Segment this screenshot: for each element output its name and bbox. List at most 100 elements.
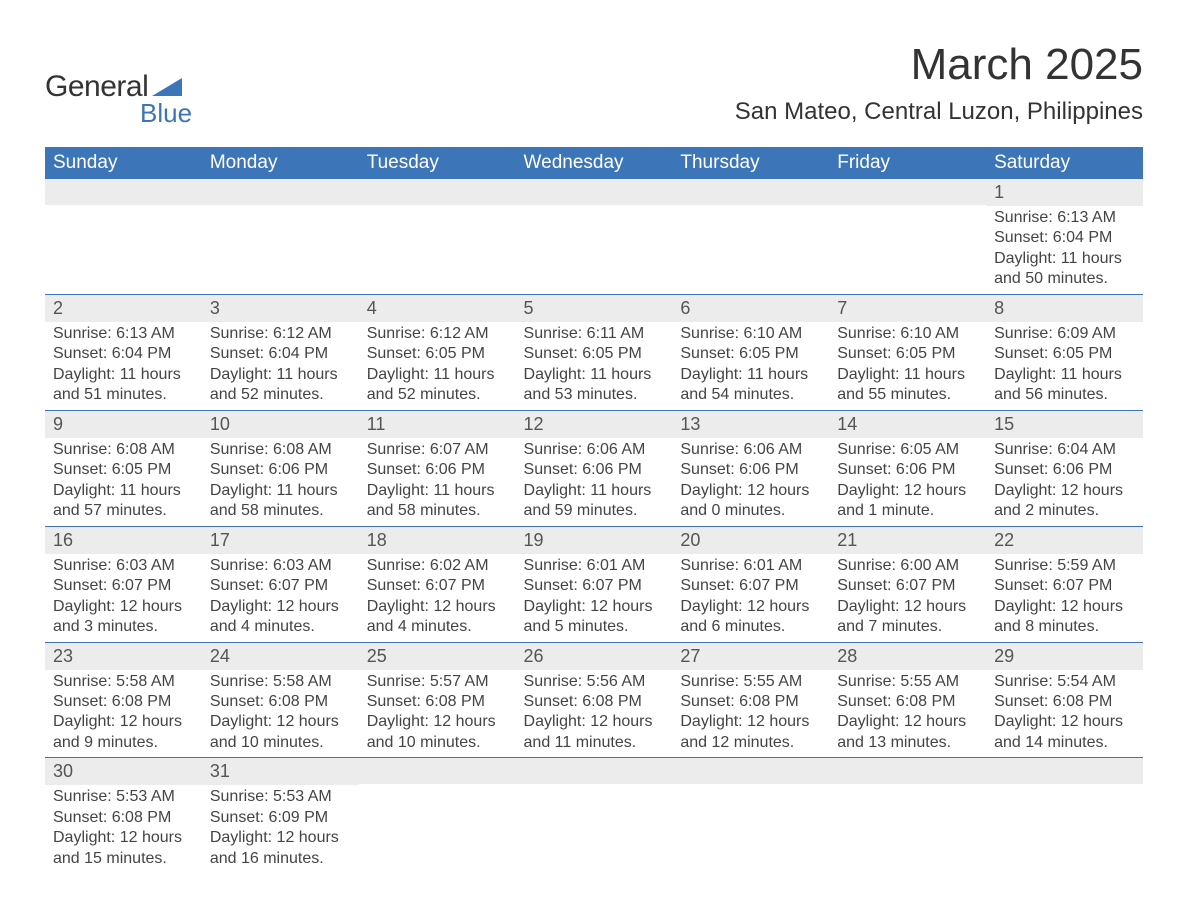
daylight-value: Daylight: 12 hours and 16 minutes. <box>210 828 351 869</box>
calendar-cell <box>829 179 986 294</box>
sunset-value: Sunset: 6:06 PM <box>837 460 978 480</box>
sunset-value: Sunset: 6:07 PM <box>680 576 821 596</box>
calendar-cell: 21Sunrise: 6:00 AMSunset: 6:07 PMDayligh… <box>829 526 986 642</box>
day-details: Sunrise: 6:00 AMSunset: 6:07 PMDaylight:… <box>829 554 986 642</box>
month-title: March 2025 <box>735 40 1143 90</box>
sunrise-value: Sunrise: 5:55 AM <box>680 672 821 692</box>
day-number: 23 <box>45 643 202 670</box>
calendar-cell: 27Sunrise: 5:55 AMSunset: 6:08 PMDayligh… <box>672 642 829 758</box>
day-number <box>672 179 829 205</box>
day-details <box>829 784 986 864</box>
sunset-value: Sunset: 6:04 PM <box>994 228 1135 248</box>
day-number: 6 <box>672 295 829 322</box>
sunrise-value: Sunrise: 6:07 AM <box>367 440 508 460</box>
day-number: 17 <box>202 527 359 554</box>
day-details <box>672 784 829 864</box>
daylight-value: Daylight: 12 hours and 9 minutes. <box>53 712 194 753</box>
calendar-cell: 11Sunrise: 6:07 AMSunset: 6:06 PMDayligh… <box>359 410 516 526</box>
calendar-cell: 2Sunrise: 6:13 AMSunset: 6:04 PMDaylight… <box>45 294 202 410</box>
sunrise-value: Sunrise: 6:04 AM <box>994 440 1135 460</box>
calendar-cell: 24Sunrise: 5:58 AMSunset: 6:08 PMDayligh… <box>202 642 359 758</box>
col-monday: Monday <box>202 147 359 179</box>
sunrise-value: Sunrise: 6:00 AM <box>837 556 978 576</box>
daylight-value: Daylight: 12 hours and 12 minutes. <box>680 712 821 753</box>
sunrise-value: Sunrise: 6:08 AM <box>53 440 194 460</box>
sunrise-value: Sunrise: 5:58 AM <box>210 672 351 692</box>
sunrise-value: Sunrise: 6:13 AM <box>994 208 1135 228</box>
calendar-cell <box>516 758 673 873</box>
calendar-cell: 19Sunrise: 6:01 AMSunset: 6:07 PMDayligh… <box>516 526 673 642</box>
day-number: 16 <box>45 527 202 554</box>
day-details: Sunrise: 6:06 AMSunset: 6:06 PMDaylight:… <box>672 438 829 526</box>
daylight-value: Daylight: 12 hours and 6 minutes. <box>680 597 821 638</box>
calendar-cell: 12Sunrise: 6:06 AMSunset: 6:06 PMDayligh… <box>516 410 673 526</box>
day-details <box>359 784 516 864</box>
day-details <box>986 784 1143 864</box>
sunset-value: Sunset: 6:05 PM <box>367 344 508 364</box>
sunrise-value: Sunrise: 6:05 AM <box>837 440 978 460</box>
day-number <box>516 758 673 784</box>
logo: General Blue <box>45 70 192 129</box>
sunset-value: Sunset: 6:06 PM <box>210 460 351 480</box>
day-details: Sunrise: 5:53 AMSunset: 6:09 PMDaylight:… <box>202 785 359 873</box>
sunrise-value: Sunrise: 6:03 AM <box>210 556 351 576</box>
day-number: 10 <box>202 411 359 438</box>
day-number: 28 <box>829 643 986 670</box>
daylight-value: Daylight: 11 hours and 56 minutes. <box>994 365 1135 406</box>
day-details: Sunrise: 5:58 AMSunset: 6:08 PMDaylight:… <box>202 670 359 758</box>
day-details: Sunrise: 5:58 AMSunset: 6:08 PMDaylight:… <box>45 670 202 758</box>
sunset-value: Sunset: 6:04 PM <box>53 344 194 364</box>
sunrise-value: Sunrise: 5:55 AM <box>837 672 978 692</box>
day-number: 24 <box>202 643 359 670</box>
daylight-value: Daylight: 11 hours and 58 minutes. <box>367 481 508 522</box>
day-number: 7 <box>829 295 986 322</box>
calendar-cell: 4Sunrise: 6:12 AMSunset: 6:05 PMDaylight… <box>359 294 516 410</box>
day-details: Sunrise: 6:04 AMSunset: 6:06 PMDaylight:… <box>986 438 1143 526</box>
day-details: Sunrise: 6:07 AMSunset: 6:06 PMDaylight:… <box>359 438 516 526</box>
daylight-value: Daylight: 12 hours and 5 minutes. <box>524 597 665 638</box>
calendar-week-row: 9Sunrise: 6:08 AMSunset: 6:05 PMDaylight… <box>45 410 1143 526</box>
daylight-value: Daylight: 12 hours and 2 minutes. <box>994 481 1135 522</box>
day-details: Sunrise: 6:13 AMSunset: 6:04 PMDaylight:… <box>45 322 202 410</box>
day-number: 20 <box>672 527 829 554</box>
daylight-value: Daylight: 11 hours and 59 minutes. <box>524 481 665 522</box>
sunset-value: Sunset: 6:07 PM <box>524 576 665 596</box>
day-details: Sunrise: 6:11 AMSunset: 6:05 PMDaylight:… <box>516 322 673 410</box>
sunrise-value: Sunrise: 6:10 AM <box>837 324 978 344</box>
sunset-value: Sunset: 6:08 PM <box>53 692 194 712</box>
calendar-cell: 22Sunrise: 5:59 AMSunset: 6:07 PMDayligh… <box>986 526 1143 642</box>
calendar-week-row: 1Sunrise: 6:13 AMSunset: 6:04 PMDaylight… <box>45 179 1143 294</box>
logo-text-general: General <box>45 70 148 104</box>
sunset-value: Sunset: 6:08 PM <box>210 692 351 712</box>
day-number <box>359 179 516 205</box>
day-details: Sunrise: 5:57 AMSunset: 6:08 PMDaylight:… <box>359 670 516 758</box>
daylight-value: Daylight: 12 hours and 13 minutes. <box>837 712 978 753</box>
day-number: 9 <box>45 411 202 438</box>
calendar-cell <box>45 179 202 294</box>
sunrise-value: Sunrise: 6:08 AM <box>210 440 351 460</box>
calendar-cell: 29Sunrise: 5:54 AMSunset: 6:08 PMDayligh… <box>986 642 1143 758</box>
day-number: 30 <box>45 758 202 785</box>
calendar-cell: 25Sunrise: 5:57 AMSunset: 6:08 PMDayligh… <box>359 642 516 758</box>
day-number: 18 <box>359 527 516 554</box>
sunrise-value: Sunrise: 6:03 AM <box>53 556 194 576</box>
sunrise-value: Sunrise: 5:57 AM <box>367 672 508 692</box>
calendar-cell: 1Sunrise: 6:13 AMSunset: 6:04 PMDaylight… <box>986 179 1143 294</box>
sunset-value: Sunset: 6:08 PM <box>524 692 665 712</box>
calendar-cell <box>359 179 516 294</box>
col-thursday: Thursday <box>672 147 829 179</box>
daylight-value: Daylight: 12 hours and 10 minutes. <box>210 712 351 753</box>
sunrise-value: Sunrise: 6:06 AM <box>524 440 665 460</box>
sunset-value: Sunset: 6:08 PM <box>53 808 194 828</box>
sunrise-value: Sunrise: 5:56 AM <box>524 672 665 692</box>
day-number: 5 <box>516 295 673 322</box>
day-details: Sunrise: 6:12 AMSunset: 6:04 PMDaylight:… <box>202 322 359 410</box>
daylight-value: Daylight: 11 hours and 53 minutes. <box>524 365 665 406</box>
calendar-cell <box>672 758 829 873</box>
col-tuesday: Tuesday <box>359 147 516 179</box>
day-number <box>986 758 1143 784</box>
daylight-value: Daylight: 11 hours and 52 minutes. <box>210 365 351 406</box>
day-number: 13 <box>672 411 829 438</box>
day-number <box>45 179 202 205</box>
sunset-value: Sunset: 6:06 PM <box>367 460 508 480</box>
